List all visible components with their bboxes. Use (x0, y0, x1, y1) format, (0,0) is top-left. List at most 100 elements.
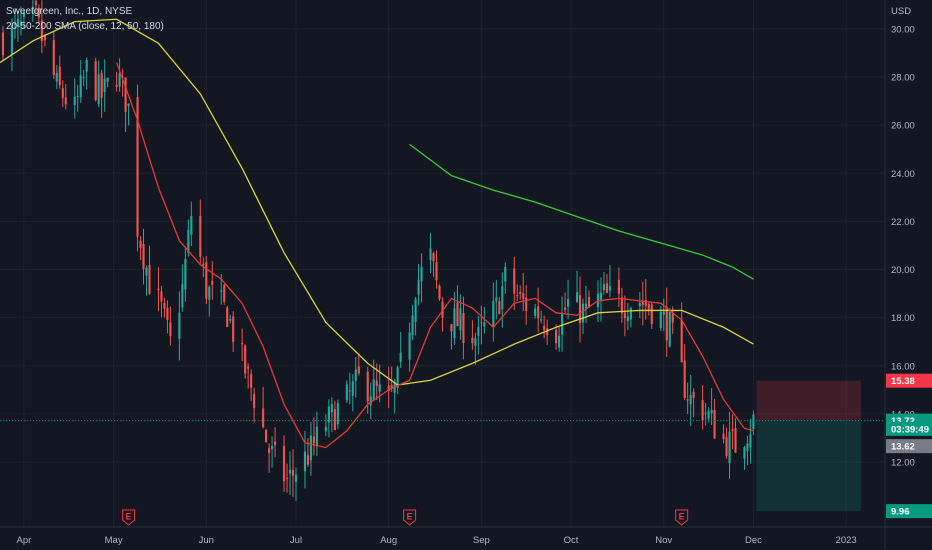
candle-body (483, 322, 486, 327)
sma-50-line (0, 18, 754, 386)
take-profit-zone[interactable] (756, 420, 862, 512)
candle (495, 280, 498, 320)
candle-body (148, 265, 151, 294)
candle-body (124, 77, 127, 113)
candle (247, 363, 250, 389)
candle-body (61, 88, 64, 98)
earnings-marker-label: E (407, 512, 413, 522)
candle (273, 427, 277, 458)
x-tick-label: Jul (290, 535, 302, 546)
candle-body (728, 431, 731, 464)
earnings-marker-shape[interactable] (675, 509, 689, 526)
candle-body (725, 437, 728, 457)
candle-body (202, 263, 205, 266)
candle (169, 306, 172, 346)
candle-body (692, 391, 695, 398)
candle-body (408, 332, 411, 360)
candle-body (85, 59, 88, 72)
sma-180-line (409, 143, 754, 280)
candle (575, 270, 579, 303)
candle-body (16, 19, 20, 27)
candle-body (492, 300, 495, 328)
candle-body (456, 302, 459, 327)
candle (543, 315, 546, 339)
candle-body (142, 244, 145, 269)
short-position-tool[interactable] (756, 380, 862, 512)
earnings-marker-shape[interactable] (403, 509, 417, 526)
stop-loss-zone[interactable] (756, 380, 862, 421)
candle (602, 272, 606, 295)
candle-body (348, 390, 351, 392)
candle (52, 31, 55, 80)
earnings-marker[interactable]: E (122, 509, 136, 526)
candle-body (659, 312, 662, 328)
candle (166, 300, 169, 334)
candle (303, 430, 307, 489)
candle (587, 290, 591, 308)
indicator-legend[interactable]: 20-50-200 SMA (close, 12, 50, 180) (6, 21, 164, 32)
candle (501, 272, 504, 328)
candle (689, 374, 692, 426)
candle (58, 55, 61, 89)
candle-body (1, 32, 5, 56)
earnings-marker-shape[interactable] (122, 509, 136, 526)
candle-body (599, 292, 603, 301)
candle-body (411, 315, 414, 336)
candle (608, 265, 612, 298)
candle-body (432, 253, 435, 262)
candle (387, 366, 390, 409)
currency-label: USD (891, 6, 911, 17)
candle-body (540, 319, 543, 321)
candle-body (324, 427, 327, 432)
y-tick-label: 16.00 (891, 361, 915, 372)
candle-body (327, 406, 330, 423)
candle (390, 366, 393, 392)
candle-body (199, 215, 202, 257)
candle (435, 250, 438, 289)
candle-body (229, 318, 232, 321)
earnings-marker[interactable]: E (675, 509, 689, 526)
candle-body (564, 307, 567, 311)
candle (396, 365, 399, 394)
price-badge-label: 03:39:49 (891, 424, 929, 435)
candle (265, 429, 268, 443)
candle-body (190, 215, 193, 235)
candle (477, 316, 480, 355)
candle (64, 84, 67, 110)
candle (540, 310, 543, 324)
symbol-legend[interactable]: Sweetgreen, Inc., 1D, NYSE (6, 6, 133, 17)
candle-body (31, 6, 34, 10)
candle (752, 410, 755, 436)
candle-body (58, 66, 61, 86)
candles (1, 0, 755, 501)
candle (208, 285, 211, 317)
sma-12-line (115, 62, 754, 449)
earnings-marker[interactable]: E (403, 509, 417, 526)
candle-body (707, 410, 710, 419)
candle (516, 284, 519, 302)
candle-body (713, 410, 716, 439)
candle (399, 332, 402, 368)
candle-body (378, 384, 381, 392)
candle (250, 369, 253, 401)
candle-body (262, 408, 265, 427)
candle (294, 467, 298, 501)
candle-body (118, 73, 121, 87)
time-axis[interactable]: Apr May Jun Jul Aug Sep Oct Nov Dec 2023 (17, 535, 857, 546)
candle (372, 359, 375, 402)
candle-body (414, 298, 417, 322)
candle (34, 0, 37, 13)
price-badge-bg (886, 439, 932, 454)
candle (644, 278, 647, 320)
candle-body (581, 303, 585, 323)
candle (139, 236, 142, 261)
candle-body (181, 284, 184, 308)
candle (244, 344, 247, 379)
candle (504, 262, 507, 294)
y-tick-label: 24.00 (891, 169, 915, 180)
candle-body (534, 308, 537, 316)
candle-body (480, 322, 483, 324)
